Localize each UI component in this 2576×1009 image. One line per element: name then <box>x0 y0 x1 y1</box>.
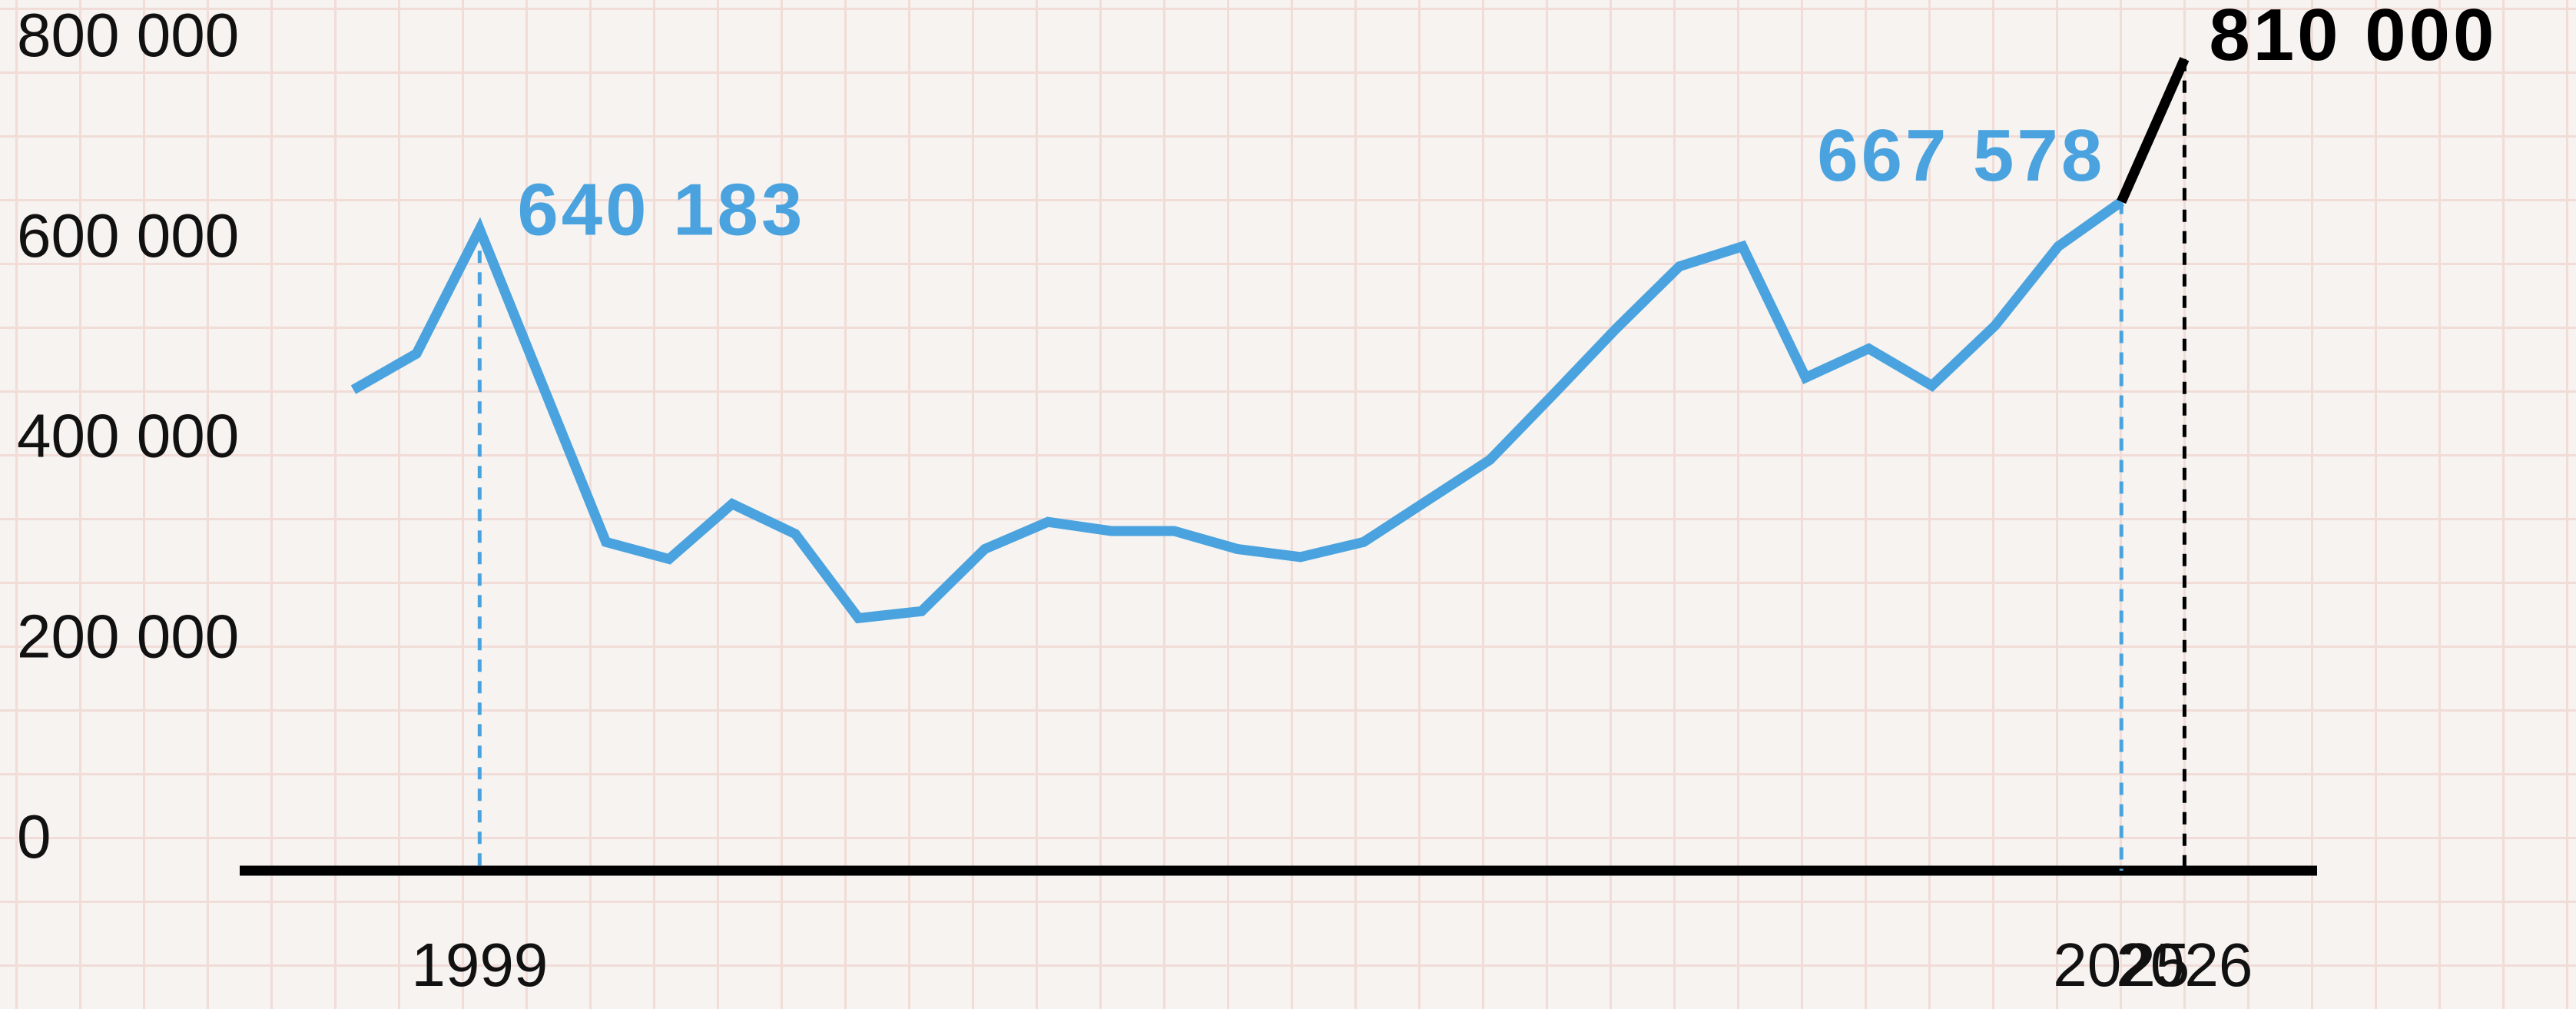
y-tick-label: 400 000 <box>17 402 239 470</box>
series-line <box>350 197 2124 624</box>
y-tick-label: 800 000 <box>17 1 239 69</box>
y-tick-label: 0 <box>17 802 51 871</box>
x-tick-label: 2026 <box>2116 931 2253 999</box>
y-tick-label: 600 000 <box>17 201 239 270</box>
y-tick-label: 200 000 <box>17 602 239 670</box>
data-label: 667 578 <box>1817 115 2105 197</box>
series-line <box>2117 57 2190 204</box>
data-label: 810 000 <box>2209 0 2497 76</box>
data-label: 640 183 <box>517 169 805 251</box>
x-tick-label: 2025 <box>2053 931 2190 999</box>
x-tick-label: 1999 <box>411 931 548 999</box>
